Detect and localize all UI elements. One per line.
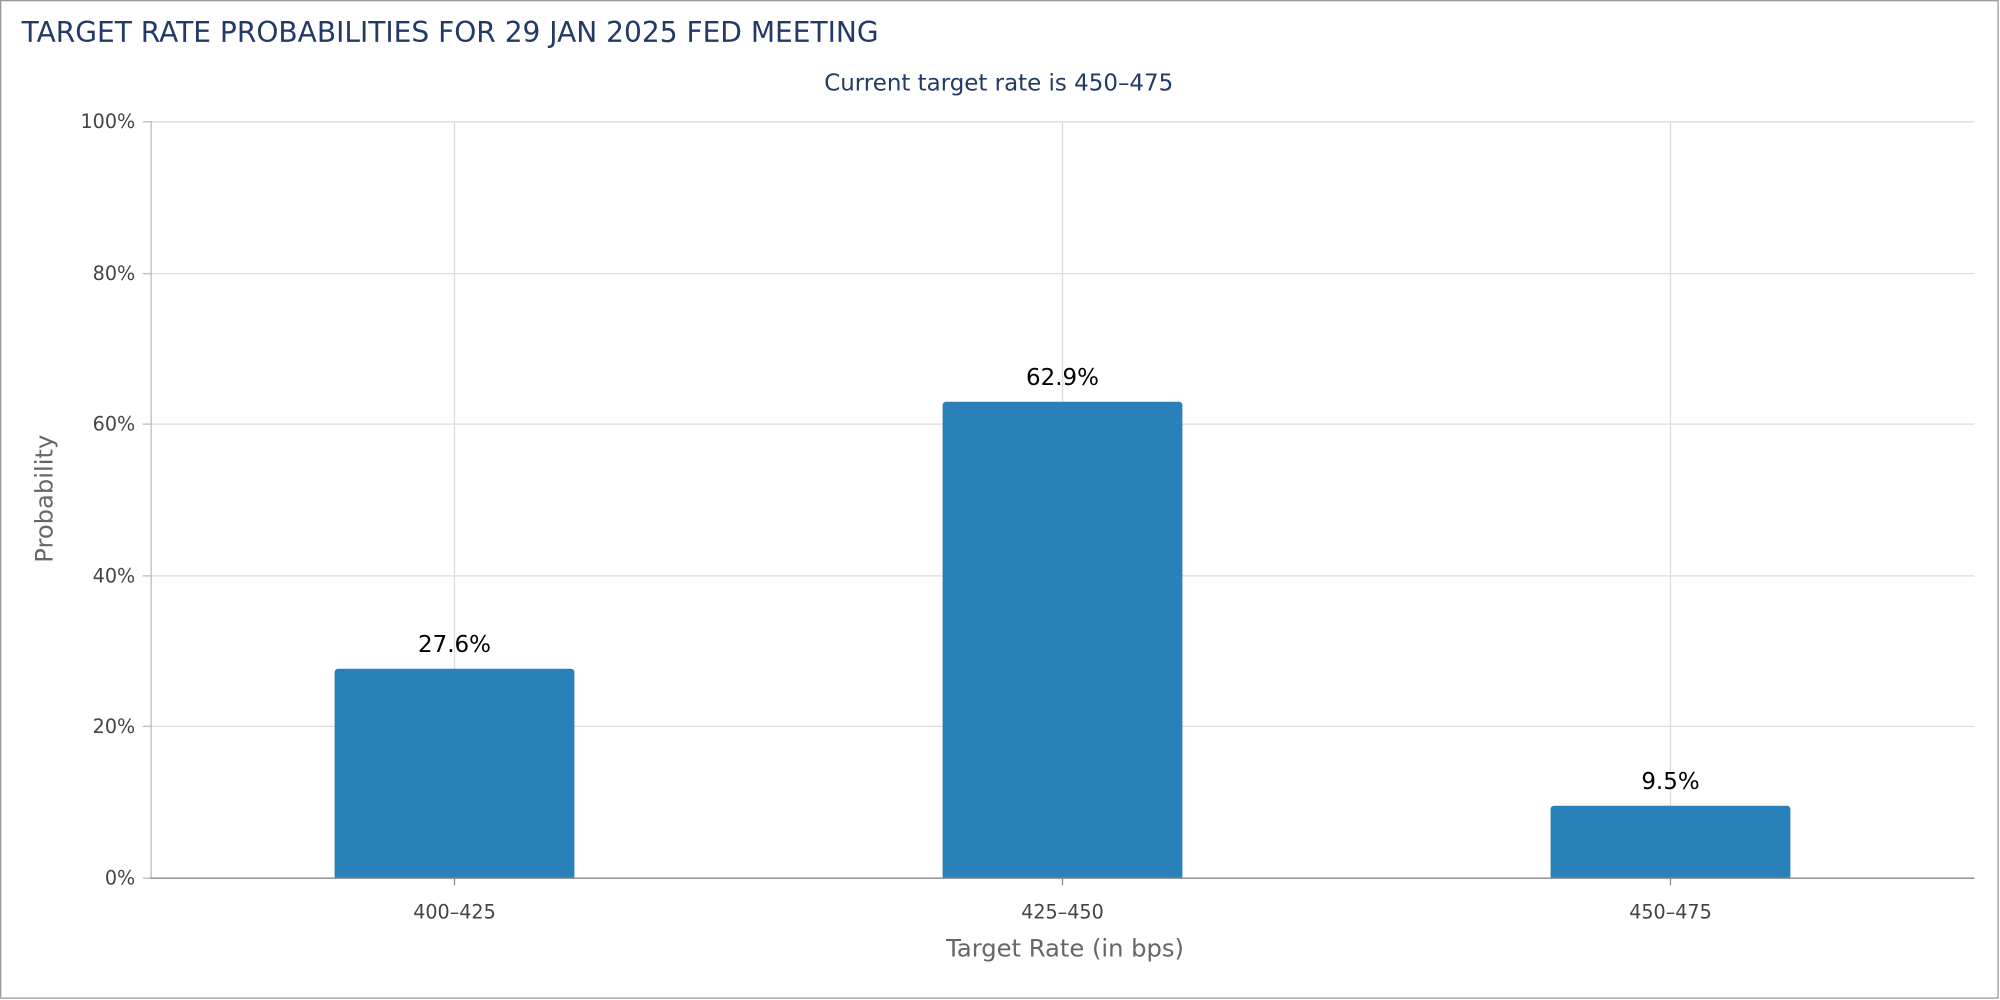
y-axis-ticks: 0% 20% 40% 60% 80% 100% bbox=[81, 110, 136, 889]
x-tick-label: 400–425 bbox=[413, 900, 496, 923]
y-tick-label: 40% bbox=[93, 564, 136, 587]
data-label: 9.5% bbox=[1641, 769, 1699, 795]
y-tick-label: 0% bbox=[105, 867, 135, 890]
data-labels: 27.6% 62.9% 9.5% bbox=[418, 365, 1700, 795]
bar-3 bbox=[1550, 805, 1791, 878]
y-axis-title: Probability bbox=[30, 435, 58, 563]
chart-subtitle: Current target rate is 450–475 bbox=[824, 71, 1173, 97]
bar-1 bbox=[334, 668, 575, 878]
x-tick-label: 425–450 bbox=[1021, 900, 1104, 923]
x-axis-ticks: 400–425 425–450 450–475 bbox=[413, 900, 1712, 923]
y-tick-label: 100% bbox=[81, 110, 136, 133]
data-label: 27.6% bbox=[418, 632, 491, 658]
x-tick-label: 450–475 bbox=[1629, 900, 1712, 923]
bar-2 bbox=[942, 401, 1183, 878]
y-tick-label: 60% bbox=[93, 412, 136, 435]
y-tick-label: 80% bbox=[93, 262, 136, 285]
bars bbox=[334, 401, 1791, 878]
chart-title: TARGET RATE PROBABILITIES FOR 29 JAN 202… bbox=[21, 16, 879, 49]
y-tick-label: 20% bbox=[93, 715, 136, 738]
x-axis-title: Target Rate (in bps) bbox=[945, 935, 1184, 963]
data-label: 62.9% bbox=[1026, 365, 1099, 391]
